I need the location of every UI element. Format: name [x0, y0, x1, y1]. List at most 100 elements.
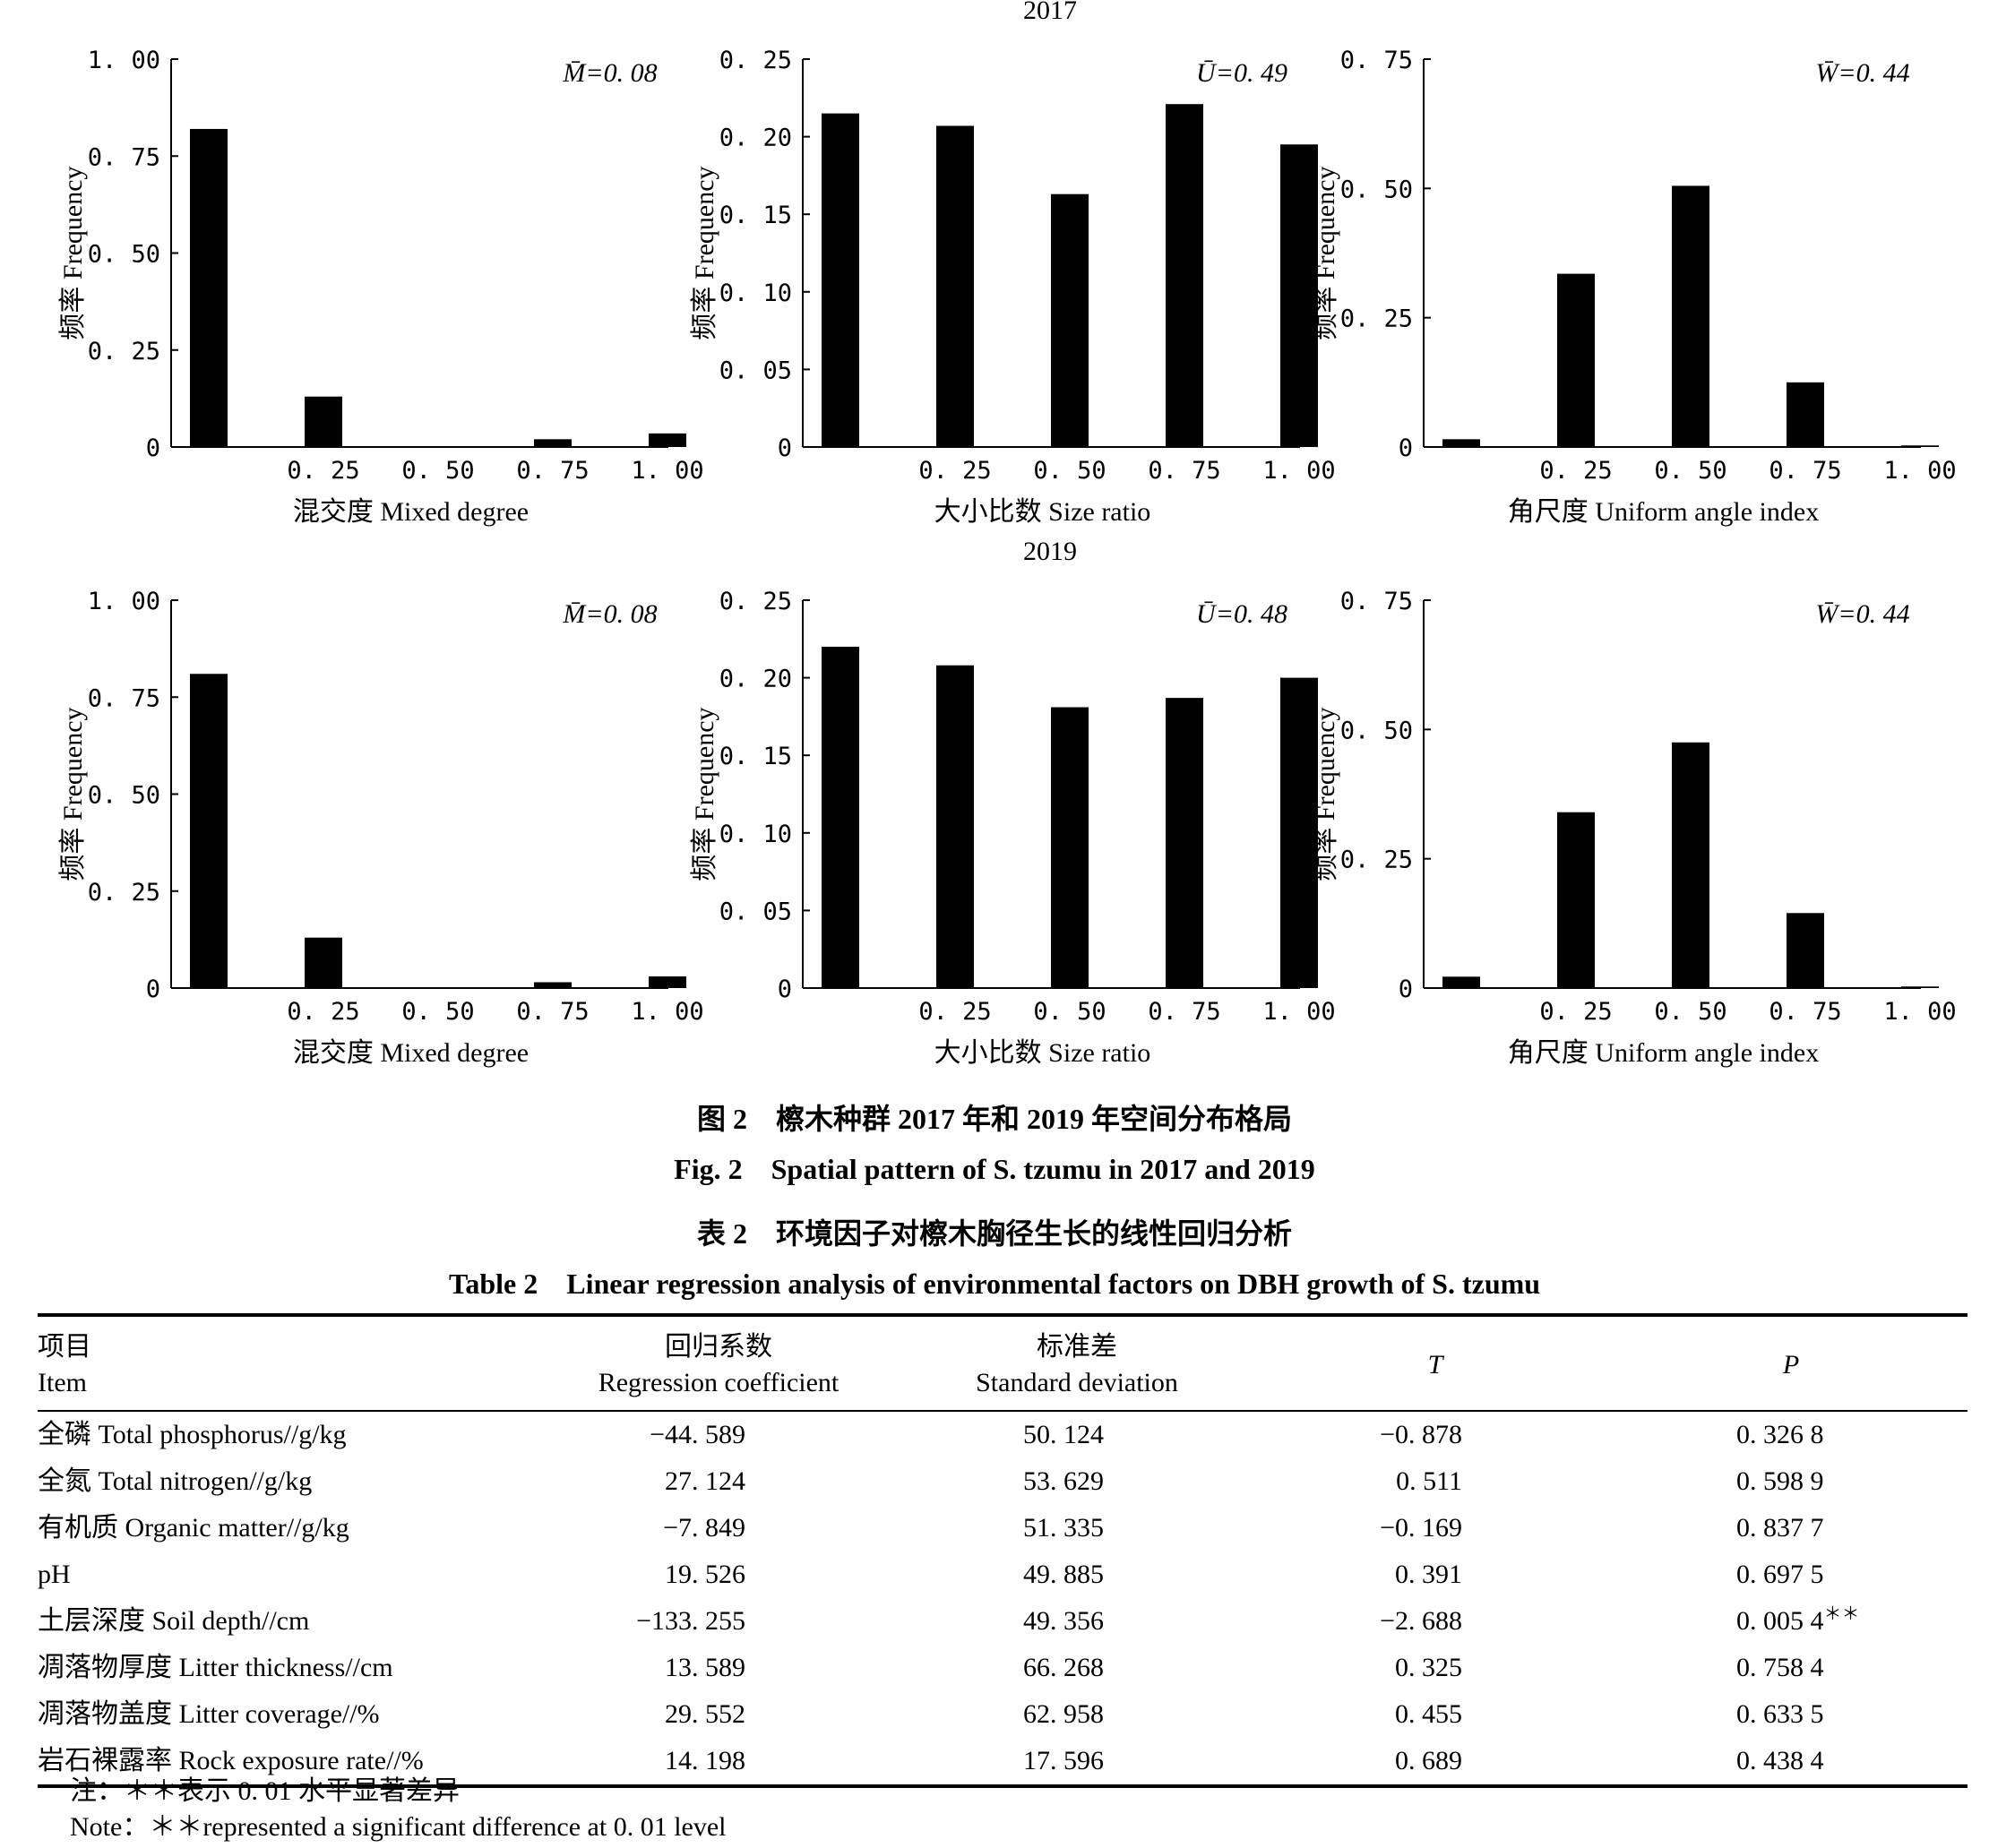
- cell-p-text: 0. 326 8: [1736, 1420, 1824, 1449]
- y-tick-label: 0. 50: [88, 782, 160, 810]
- cell-item-text: 土层深度 Soil depth//cm: [38, 1606, 310, 1636]
- x-tick-label: 0. 75: [1769, 998, 1841, 1026]
- cell-p: 0. 697 5: [1614, 1551, 1967, 1598]
- table-caption-en: Table 2 Linear regression analysis of en…: [448, 1268, 1541, 1300]
- y-tick-label: 0. 25: [719, 47, 792, 74]
- cell-item-text: pH: [38, 1560, 71, 1589]
- cell-item: 岩石裸露率 Rock exposure rate//%: [38, 1738, 539, 1788]
- y-axis-label: 频率 Frequency: [1311, 707, 1340, 881]
- figure-caption-en: Fig. 2 Spatial pattern of S. tzumu in 20…: [674, 1153, 1315, 1185]
- cell-p: 0. 005 4＊＊: [1614, 1598, 1967, 1645]
- y-tick-label: 0. 75: [88, 684, 160, 712]
- cell-coef: 14. 198: [539, 1738, 898, 1788]
- cell-p-text: 0. 005 4: [1736, 1606, 1824, 1636]
- x-tick-label: 0. 25: [1539, 998, 1612, 1026]
- bar: [822, 646, 859, 988]
- x-axis-label: 角尺度 Uniform angle index: [1508, 497, 1819, 527]
- y-tick-label: 0: [1399, 434, 1413, 462]
- cell-item: 全氮 Total nitrogen//g/kg: [38, 1458, 539, 1505]
- y-tick-label: 0. 10: [719, 279, 792, 307]
- x-tick-label: 0. 50: [1033, 457, 1106, 485]
- cell-t: −0. 878: [1256, 1411, 1614, 1458]
- cell-coef: 19. 526: [539, 1551, 898, 1598]
- header-sd-cn: 标准差: [1037, 1332, 1117, 1362]
- cell-sd-text: 66. 268: [1023, 1653, 1104, 1682]
- table-row: pH 19. 526 49. 885 0. 391 0. 697 5: [38, 1551, 1967, 1598]
- cell-t-text: 0. 511: [1396, 1466, 1462, 1496]
- bar: [534, 439, 572, 447]
- cell-sd-text: 49. 885: [1023, 1560, 1104, 1589]
- cell-coef: −7. 849: [539, 1505, 898, 1551]
- y-tick-label: 0. 50: [1340, 717, 1413, 744]
- y-tick-label: 0. 05: [719, 357, 792, 384]
- x-tick-label: 1. 00: [631, 998, 703, 1026]
- bar: [305, 937, 342, 988]
- cell-p: 0. 438 4: [1614, 1738, 1967, 1788]
- y-tick-label: 1. 00: [88, 47, 160, 74]
- x-tick-label: 0. 50: [1654, 998, 1726, 1026]
- cell-t-text: −0. 878: [1380, 1420, 1462, 1449]
- x-tick-label: 0. 75: [516, 998, 589, 1026]
- x-tick-label: 1. 00: [1262, 457, 1335, 485]
- cell-item-text: 凋落物厚度 Litter thickness//cm: [38, 1653, 393, 1682]
- x-tick-label: 1. 00: [1262, 998, 1335, 1026]
- x-tick-label: 0. 25: [1539, 457, 1612, 485]
- cell-t-text: −2. 688: [1380, 1606, 1462, 1636]
- figure-2: 2017 0 0. 25 0. 50 0. 75 1. 00 0. 25 0. 50 0. 75…: [58, 0, 1957, 1068]
- bar: [1787, 382, 1824, 447]
- y-tick-label: 0. 75: [1340, 588, 1413, 615]
- cell-coef-text: −7. 849: [663, 1513, 745, 1543]
- mean-annotation: W̄=0. 44: [1815, 58, 1909, 88]
- cell-sd-text: 62. 958: [1023, 1699, 1104, 1729]
- cell-item-text: 凋落物盖度 Litter coverage//%: [38, 1699, 380, 1729]
- y-tick-label: 0. 10: [719, 821, 792, 848]
- significance-marker: ＊＊: [1823, 1604, 1860, 1624]
- cell-item: 全磷 Total phosphorus//g/kg: [38, 1411, 539, 1458]
- header-coef: 回归系数 Regression coefficient: [539, 1313, 898, 1412]
- cell-sd-text: 49. 356: [1023, 1606, 1104, 1636]
- y-tick-label: 0. 20: [719, 125, 792, 152]
- x-tick-label: 0. 75: [516, 457, 589, 485]
- cell-sd: 49. 885: [898, 1551, 1256, 1598]
- table-row: 土层深度 Soil depth//cm −133. 255 49. 356 −2. 6…: [38, 1598, 1967, 1645]
- cell-coef-text: 27. 124: [665, 1466, 745, 1496]
- x-axis-label: 大小比数 Size ratio: [934, 497, 1151, 527]
- cell-t: −0. 169: [1256, 1505, 1614, 1551]
- bar: [1166, 698, 1203, 988]
- cell-coef-text: 19. 526: [665, 1560, 745, 1589]
- cell-sd: 17. 596: [898, 1738, 1256, 1788]
- cell-coef-text: 29. 552: [665, 1699, 745, 1729]
- header-t: T: [1256, 1313, 1614, 1412]
- mean-annotation: Ū=0. 48: [1196, 599, 1287, 629]
- x-tick-label: 0. 75: [1148, 998, 1220, 1026]
- x-tick-label: 0. 50: [401, 998, 474, 1026]
- x-tick-label: 0. 25: [287, 998, 359, 1026]
- y-tick-label: 0. 25: [88, 879, 160, 907]
- x-axis-label: 混交度 Mixed degree: [293, 1038, 529, 1068]
- bar: [1557, 273, 1595, 447]
- cell-coef-text: −44. 589: [650, 1420, 745, 1449]
- x-tick-label: 0. 75: [1148, 457, 1220, 485]
- cell-coef: −44. 589: [539, 1411, 898, 1458]
- y-axis-label: 频率 Frequency: [58, 166, 88, 340]
- y-tick-label: 0. 75: [88, 143, 160, 171]
- y-tick-label: 0. 25: [1340, 305, 1413, 333]
- cell-coef-text: 13. 589: [665, 1653, 745, 1682]
- cell-p-text: 0. 438 4: [1736, 1746, 1824, 1775]
- bar: [649, 976, 686, 988]
- y-axis-label: 频率 Frequency: [58, 707, 88, 881]
- header-item-cn: 项目: [38, 1332, 91, 1362]
- table-row: 岩石裸露率 Rock exposure rate//% 14. 198 17. 59…: [38, 1738, 1967, 1788]
- cell-item-text: 全氮 Total nitrogen//g/kg: [38, 1466, 313, 1496]
- cell-coef: 29. 552: [539, 1691, 898, 1738]
- y-tick-label: 0: [146, 434, 160, 462]
- cell-sd: 62. 958: [898, 1691, 1256, 1738]
- cell-sd: 49. 356: [898, 1598, 1256, 1645]
- table-note: 注：＊＊表示 0. 01 水平显著差异 Note：＊＊represented a…: [70, 1774, 727, 1845]
- cell-item-text: 岩石裸露率 Rock exposure rate//%: [38, 1746, 424, 1775]
- table-row: 凋落物厚度 Litter thickness//cm 13. 589 66. 268…: [38, 1645, 1967, 1691]
- y-tick-label: 0. 25: [1340, 847, 1413, 874]
- bar: [649, 433, 686, 447]
- cell-sd-text: 17. 596: [1023, 1746, 1104, 1775]
- cell-p: 0. 326 8: [1614, 1411, 1967, 1458]
